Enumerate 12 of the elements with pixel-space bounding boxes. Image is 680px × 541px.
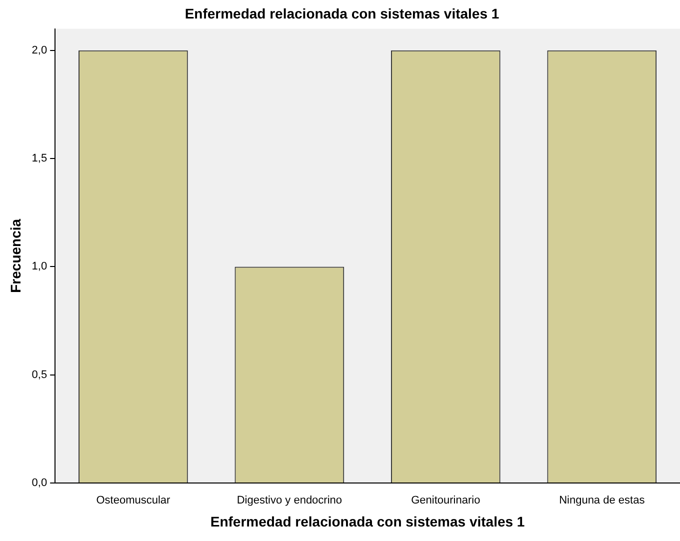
y-tick-label: 0,5: [32, 368, 48, 381]
y-tick-label: 1,5: [32, 152, 48, 165]
y-axis-title: Frecuencia: [7, 218, 24, 293]
x-axis-title: Enfermedad relacionada con sistemas vitales 1: [210, 513, 525, 530]
x-tick-label: Osteomuscular: [96, 494, 171, 507]
y-tick-label: 1,0: [32, 260, 48, 273]
y-tick-label: 2,0: [32, 44, 48, 56]
x-tick-label: Genitourinario: [411, 494, 480, 507]
x-tick-label: Digestivo y endocrino: [236, 494, 342, 507]
chart-title: Enfermedad relacionada con sistemas vitales 1: [184, 5, 500, 22]
y-tick-label: 0,0: [32, 477, 48, 490]
x-tick-label: Ninguna de estas: [559, 494, 646, 507]
